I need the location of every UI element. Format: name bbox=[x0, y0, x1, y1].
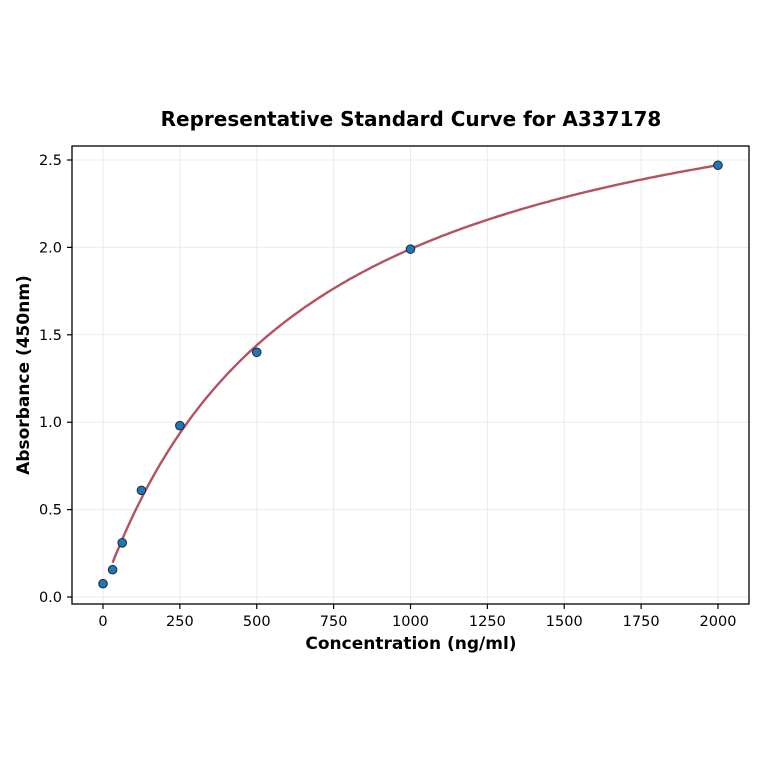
data-points bbox=[98, 160, 723, 589]
data-point bbox=[251, 347, 262, 358]
x-tick-label: 1000 bbox=[392, 614, 429, 630]
grid bbox=[72, 146, 749, 604]
x-tick-label: 750 bbox=[320, 614, 348, 630]
y-tick-label: 1.0 bbox=[39, 415, 62, 431]
y-tick-label: 1.5 bbox=[39, 328, 62, 344]
data-point bbox=[175, 420, 185, 431]
y-axis-ticks: 0.0 0.5 1.0 1.5 2.0 2.5 bbox=[39, 153, 72, 606]
data-point bbox=[117, 538, 128, 548]
x-tick-label: 1250 bbox=[469, 614, 506, 630]
data-point bbox=[136, 485, 147, 496]
x-tick-label: 1500 bbox=[546, 614, 583, 630]
data-point bbox=[107, 564, 118, 575]
x-tick-label: 0 bbox=[98, 614, 107, 630]
chart-title: Representative Standard Curve for A33717… bbox=[161, 107, 662, 131]
data-point bbox=[98, 578, 108, 589]
fit-curve bbox=[111, 164, 719, 564]
x-tick-label: 250 bbox=[166, 614, 194, 630]
y-axis-label: Absorbance (450nm) bbox=[14, 275, 34, 475]
y-tick-label: 0.5 bbox=[39, 503, 62, 519]
y-tick-label: 0.0 bbox=[39, 590, 62, 606]
y-tick-label: 2.0 bbox=[39, 240, 62, 256]
x-tick-label: 500 bbox=[243, 614, 271, 630]
x-axis-ticks: 0 250 500 750 1000 1250 1500 1750 2000 bbox=[98, 604, 736, 630]
x-axis-label: Concentration (ng/ml) bbox=[305, 634, 516, 654]
x-tick-label: 2000 bbox=[700, 614, 737, 630]
x-tick-label: 1750 bbox=[623, 614, 660, 630]
data-point bbox=[405, 244, 416, 254]
data-point bbox=[713, 160, 723, 171]
y-tick-label: 2.5 bbox=[39, 153, 62, 169]
